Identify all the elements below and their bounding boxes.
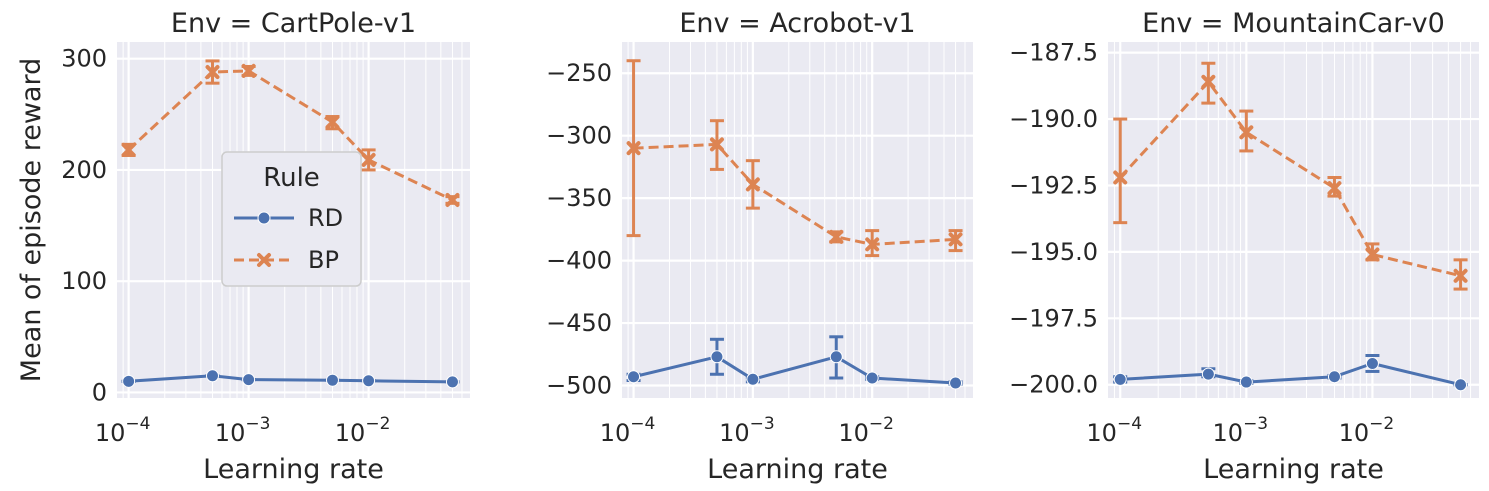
y-tick-label: 200 [61, 156, 107, 184]
plot-background [622, 42, 973, 398]
x-tick-label: 10−3 [1213, 414, 1269, 447]
panel-title: Env = MountainCar-v0 [1142, 8, 1445, 39]
y-tick-label: −350 [546, 184, 612, 212]
y-tick-label: −500 [546, 372, 612, 400]
series-rd-point [1239, 375, 1253, 389]
series-bp-point [948, 232, 963, 247]
x-axis-label: Learning rate [1203, 454, 1384, 485]
series-rd-point [362, 374, 376, 388]
series-bp-point [1453, 268, 1468, 283]
x-tick-label: 10−3 [215, 414, 271, 447]
legend-bp-marker [257, 253, 271, 267]
series-bp-line [1119, 80, 1461, 278]
series-rd-point [829, 350, 843, 364]
series-rd-line [633, 355, 956, 385]
series-bp-point [121, 142, 136, 157]
series-bp-point [325, 115, 340, 130]
series-bp-point [865, 237, 880, 252]
series-rd-point [242, 373, 256, 387]
legend: Rule RD BP [221, 151, 362, 287]
x-tick-label: 10−4 [1086, 414, 1142, 447]
x-axis-label: Learning rate [707, 454, 888, 485]
panel-3: −200.0 −197.5 −195.0 −192.5 −190.0 −187.5 10−4… [1009, 8, 1479, 485]
x-tick-label: 10−4 [95, 414, 151, 447]
y-tick-label: −450 [546, 309, 612, 337]
series-rd-point [1365, 356, 1379, 370]
x-tick-label: 10−2 [335, 414, 391, 447]
series-bp-point [445, 192, 460, 207]
series-bp-point [626, 141, 641, 156]
series-rd-line [128, 374, 453, 384]
series-bp-point [745, 177, 760, 192]
legend-rd-label: RD [308, 204, 343, 232]
series-rd-point [325, 373, 339, 387]
series-bp-line [127, 69, 454, 202]
panel-title: Env = Acrobot-v1 [679, 8, 915, 39]
plot-background [1108, 42, 1479, 398]
series-bp-point [1239, 125, 1254, 140]
y-tick-label: 100 [61, 267, 107, 295]
series-rd-point [1113, 372, 1127, 386]
series-bp-point [1113, 170, 1128, 185]
series-bp-point [1365, 247, 1380, 262]
series-bp-point [241, 63, 256, 78]
x-tick-label: 10−3 [719, 414, 775, 447]
series-rd-point [865, 371, 879, 385]
y-tick-label: −195.0 [1009, 238, 1098, 266]
y-axis-label: Mean of episode reward [16, 58, 47, 382]
series-group [1113, 61, 1468, 392]
y-tick-label: −187.5 [1009, 39, 1098, 67]
y-tick-label: −197.5 [1009, 304, 1098, 332]
y-tick-label: −400 [546, 247, 612, 275]
x-tick-label: 10−2 [1339, 414, 1395, 447]
series-rd-point [205, 369, 219, 383]
series-bp-point [1327, 181, 1342, 196]
x-tick-label: 10−2 [838, 414, 894, 447]
series-group [121, 59, 460, 389]
series-rd-point [1327, 370, 1341, 384]
series-bp-point [361, 152, 376, 167]
y-tick-label: −300 [546, 122, 612, 150]
x-tick-label: 10−4 [600, 414, 656, 447]
legend-title: Rule [263, 163, 320, 193]
series-rd-point [1201, 367, 1215, 381]
series-rd-point [122, 374, 136, 388]
y-tick-label: −200.0 [1009, 371, 1098, 399]
y-tick-label: 0 [92, 378, 107, 406]
x-axis-label: Learning rate [203, 454, 384, 485]
series-rd-point [627, 370, 641, 384]
y-tick-label: 300 [61, 45, 107, 73]
series-bp-point [829, 229, 844, 244]
y-tick-label: −250 [546, 59, 612, 87]
legend-rd-marker [257, 211, 271, 225]
series-bp-point [1201, 74, 1216, 89]
panel-1: 0 100 200 300 10−4 10−3 10−2 Env = CartPole-v1 L… [16, 8, 470, 485]
series-bp-point [709, 137, 724, 152]
series-rd-line [1120, 362, 1461, 387]
series-bp-line [633, 142, 956, 246]
series-rd-point [445, 375, 459, 389]
series-bp-point [205, 65, 220, 80]
series-rd-point [746, 372, 760, 386]
series-rd-point [1454, 378, 1468, 392]
y-tick-label: −192.5 [1009, 171, 1098, 199]
y-tick-label: −190.0 [1009, 105, 1098, 133]
series-rd-point [949, 376, 963, 390]
series-group [626, 59, 963, 390]
series-rd-point [710, 350, 724, 364]
panel-title: Env = CartPole-v1 [171, 8, 416, 39]
panel-2: −500 −450 −400 −350 −300 −250 10−4 10−3 10−2 Env … [546, 8, 973, 485]
legend-bp-label: BP [308, 246, 339, 274]
